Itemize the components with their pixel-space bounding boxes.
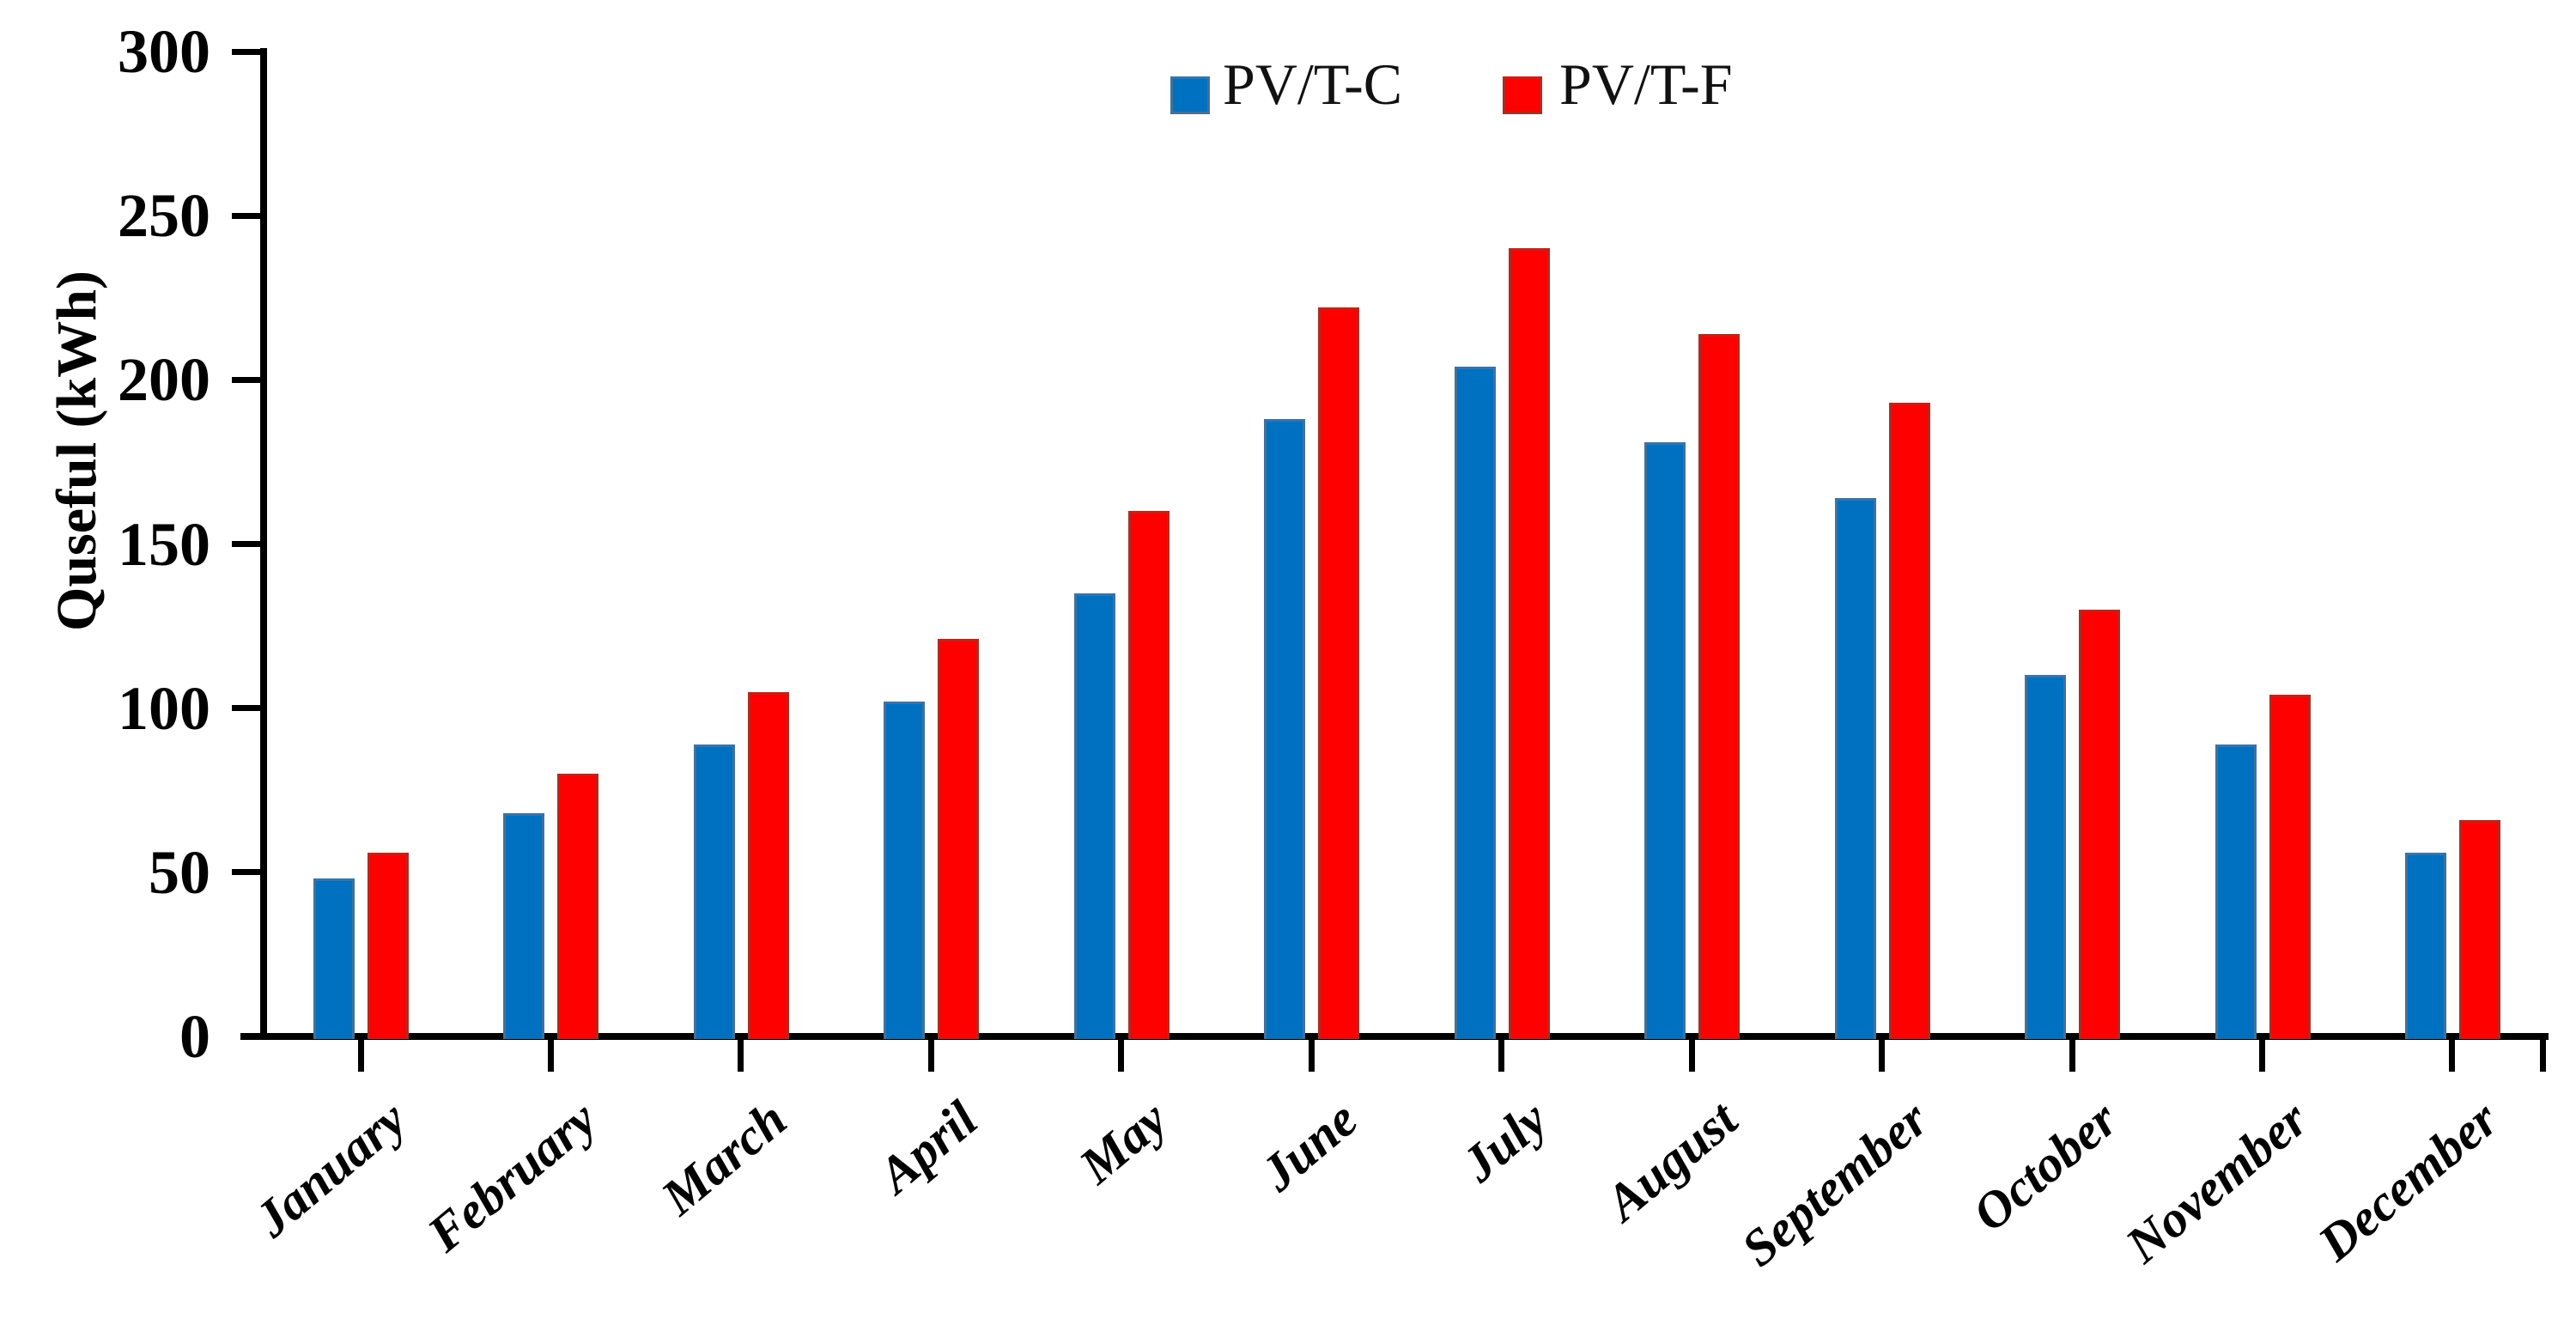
bar-pvtf-april [938,639,980,1039]
x-tick [357,1040,364,1072]
bar-pvtc-september [1834,497,1876,1039]
y-tick-label: 150 [118,509,210,579]
x-tick-label-november: November [2115,1090,2318,1274]
y-tick-label: 300 [118,17,210,86]
bar-pvtf-may [1127,511,1170,1039]
x-tick [1118,1040,1125,1072]
bar-pvtc-june [1264,419,1306,1039]
y-axis-line [260,48,267,1040]
y-tick [232,212,260,219]
x-tick-label-july: July [1451,1090,1558,1193]
bar-pvtf-june [1318,307,1360,1039]
x-tick [2449,1040,2456,1072]
x-tick [2069,1040,2075,1072]
bar-pvtc-december [2404,852,2446,1039]
bar-pvtc-january [313,878,355,1039]
bar-pvtc-february [503,813,545,1039]
bar-pvtc-july [1454,367,1496,1039]
y-tick-label: 200 [118,345,210,415]
x-tick [1879,1040,1886,1072]
x-tick-label-august: August [1595,1090,1748,1231]
y-tick-label: 100 [118,673,210,743]
y-tick-label: 50 [149,837,210,907]
x-tick-label-april: April [867,1090,987,1204]
bar-pvtf-november [2269,695,2311,1039]
x-tick [2259,1040,2265,1072]
bar-pvtf-february [557,774,599,1039]
x-tick [1308,1040,1315,1072]
y-tick-label: 0 [179,1002,210,1071]
x-axis-line [240,1033,2549,1040]
x-tick-label-may: May [1068,1090,1178,1194]
bar-pvtc-march [693,744,735,1039]
legend-label-pvtc: PV/T-C [1223,52,1403,117]
y-tick [232,541,260,547]
x-tick-label-january: January [244,1090,417,1249]
bar-pvtc-october [2025,675,2067,1039]
bar-pvtf-august [1698,333,1741,1039]
bar-pvtf-september [1888,403,1930,1039]
y-tick [232,376,260,383]
x-tick [2539,1040,2546,1072]
x-tick [547,1040,554,1072]
legend-swatch-pvtc [1170,76,1210,114]
bar-pvtc-august [1644,441,1686,1039]
x-tick-label-october: October [1962,1090,2129,1243]
y-tick [232,48,260,55]
bar-pvtf-december [2458,819,2500,1039]
x-tick-label-march: March [651,1090,798,1226]
bar-pvtc-november [2215,744,2257,1039]
y-tick-label: 250 [118,181,210,251]
y-tick [232,705,260,712]
bar-pvtc-may [1073,593,1115,1039]
x-tick-label-september: September [1730,1090,1939,1278]
x-tick-label-december: December [2307,1090,2509,1272]
bar-pvtf-october [2079,609,2121,1039]
x-tick [927,1040,934,1072]
legend-label-pvtf: PV/T-F [1559,52,1733,117]
legend: PV/T-C PV/T-F [0,0,2576,137]
y-tick [232,869,260,876]
bar-pvtc-april [884,702,926,1039]
x-tick-label-june: June [1249,1090,1368,1202]
bar-pvtf-march [747,691,789,1039]
x-tick [1688,1040,1695,1072]
x-tick-label-february: February [416,1090,607,1263]
bar-pvtf-january [368,852,409,1039]
bar-pvtf-july [1508,248,1550,1039]
x-tick [1498,1040,1505,1072]
legend-swatch-pvtf [1503,76,1542,114]
x-tick [738,1040,744,1072]
